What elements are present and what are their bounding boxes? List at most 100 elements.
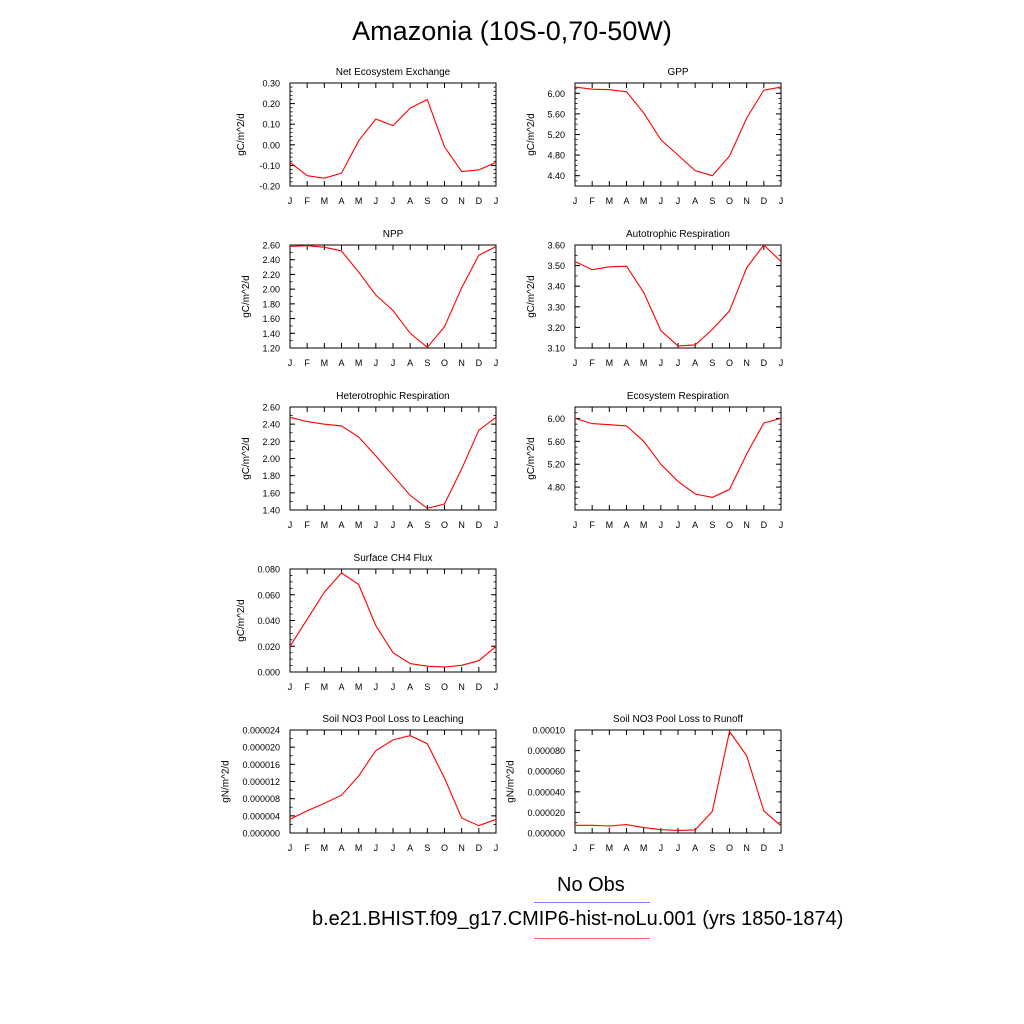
y-tick-label: 3.60 — [547, 241, 565, 251]
series-line — [574, 86, 782, 177]
x-tick-label: S — [709, 358, 715, 368]
x-tick-label: O — [441, 358, 448, 368]
x-tick-label: A — [623, 520, 629, 530]
x-tick-label: O — [726, 196, 733, 206]
y-tick-label: 1.20 — [262, 344, 280, 354]
x-tick-label: S — [424, 682, 430, 692]
x-tick-label: J — [288, 196, 293, 206]
x-tick-label: J — [288, 843, 293, 853]
x-tick-label: M — [355, 196, 363, 206]
panel-title: Ecosystem Respiration — [627, 391, 729, 402]
y-tick-label: 0.040 — [257, 616, 280, 626]
x-tick-label: J — [659, 520, 664, 530]
y-tick-label: 2.40 — [262, 255, 280, 265]
x-tick-label: A — [407, 682, 413, 692]
x-tick-label: M — [640, 520, 648, 530]
y-axis-label: gC/m^2/d — [526, 275, 537, 318]
x-tick-label: J — [676, 843, 681, 853]
x-tick-label: J — [391, 358, 396, 368]
x-tick-label: J — [391, 520, 396, 530]
x-tick-label: J — [659, 843, 664, 853]
x-tick-label: D — [761, 358, 768, 368]
y-tick-label: 0.20 — [262, 99, 280, 109]
y-tick-label: 2.00 — [262, 285, 280, 295]
x-tick-label: J — [676, 520, 681, 530]
x-tick-label: O — [441, 682, 448, 692]
x-tick-label: F — [589, 196, 595, 206]
panel-title: Autotrophic Respiration — [626, 229, 730, 240]
plot-frame — [289, 406, 497, 511]
x-tick-label: M — [321, 682, 329, 692]
x-tick-label: J — [494, 682, 499, 692]
panel-title: Heterotrophic Respiration — [336, 391, 449, 402]
x-tick-label: A — [338, 196, 344, 206]
y-axis-label: gN/m^2/d — [220, 760, 231, 803]
y-tick-label: 3.20 — [547, 323, 565, 333]
y-tick-label: 3.30 — [547, 302, 565, 312]
plot-frame — [574, 406, 782, 511]
y-tick-label: 5.20 — [547, 130, 565, 140]
y-tick-label: 3.10 — [547, 344, 565, 354]
x-tick-label: D — [761, 843, 768, 853]
x-tick-label: A — [338, 682, 344, 692]
legend-label-model: b.e21.BHIST.f09_g17.CMIP6-hist-noLu.001 … — [312, 908, 844, 930]
panel-title: Surface CH4 Flux — [354, 553, 433, 564]
x-tick-label: D — [761, 520, 768, 530]
y-tick-label: 0.000080 — [527, 746, 565, 756]
y-tick-label: 2.60 — [262, 403, 280, 413]
main-title: Amazonia (10S-0,70-50W) — [352, 16, 672, 46]
y-tick-label: 2.60 — [262, 241, 280, 251]
x-tick-label: J — [391, 682, 396, 692]
y-axis-label: gN/m^2/d — [505, 760, 516, 803]
legend-line-obs — [534, 902, 650, 903]
x-tick-label: M — [355, 520, 363, 530]
y-axis-label: gC/m^2/d — [236, 599, 247, 642]
x-tick-label: A — [338, 843, 344, 853]
x-tick-label: M — [321, 358, 329, 368]
y-tick-label: 1.80 — [262, 471, 280, 481]
x-tick-label: J — [288, 520, 293, 530]
x-tick-label: A — [407, 358, 413, 368]
x-tick-label: A — [692, 843, 698, 853]
x-tick-label: D — [476, 196, 483, 206]
x-tick-label: N — [458, 843, 465, 853]
y-tick-label: 3.50 — [547, 261, 565, 271]
y-tick-label: 1.60 — [262, 488, 280, 498]
x-tick-label: J — [573, 843, 578, 853]
y-tick-label: 4.40 — [547, 171, 565, 181]
x-tick-label: O — [726, 843, 733, 853]
plot-frame — [289, 82, 497, 187]
x-tick-label: F — [304, 196, 310, 206]
x-tick-label: M — [355, 843, 363, 853]
y-tick-label: 0.10 — [262, 120, 280, 130]
x-tick-label: J — [374, 196, 379, 206]
panel-title: Soil NO3 Pool Loss to Leaching — [322, 714, 463, 725]
y-tick-label: 0.080 — [257, 565, 280, 575]
y-tick-label: 0.060 — [257, 590, 280, 600]
x-tick-label: J — [779, 520, 784, 530]
x-tick-label: J — [494, 196, 499, 206]
x-tick-label: F — [589, 358, 595, 368]
x-tick-label: O — [441, 843, 448, 853]
x-tick-label: A — [407, 843, 413, 853]
x-tick-label: D — [476, 682, 483, 692]
plot-frame — [574, 244, 782, 349]
y-tick-label: 5.20 — [547, 460, 565, 470]
x-tick-label: S — [709, 843, 715, 853]
x-tick-label: M — [606, 843, 614, 853]
panel-title: Net Ecosystem Exchange — [336, 67, 451, 78]
legend-label-obs: No Obs — [557, 874, 625, 896]
x-tick-label: J — [374, 682, 379, 692]
y-tick-label: 2.20 — [262, 437, 280, 447]
y-tick-label: 0.000000 — [527, 829, 565, 839]
y-tick-label: 1.60 — [262, 314, 280, 324]
y-axis-label: gC/m^2/d — [526, 113, 537, 156]
y-tick-label: 0.00 — [262, 140, 280, 150]
y-tick-label: 5.60 — [547, 109, 565, 119]
x-tick-label: N — [458, 520, 465, 530]
y-tick-label: 0.000004 — [242, 811, 280, 821]
series-line — [289, 572, 497, 668]
y-tick-label: 0.020 — [257, 642, 280, 652]
x-tick-label: J — [288, 358, 293, 368]
x-tick-label: A — [692, 358, 698, 368]
